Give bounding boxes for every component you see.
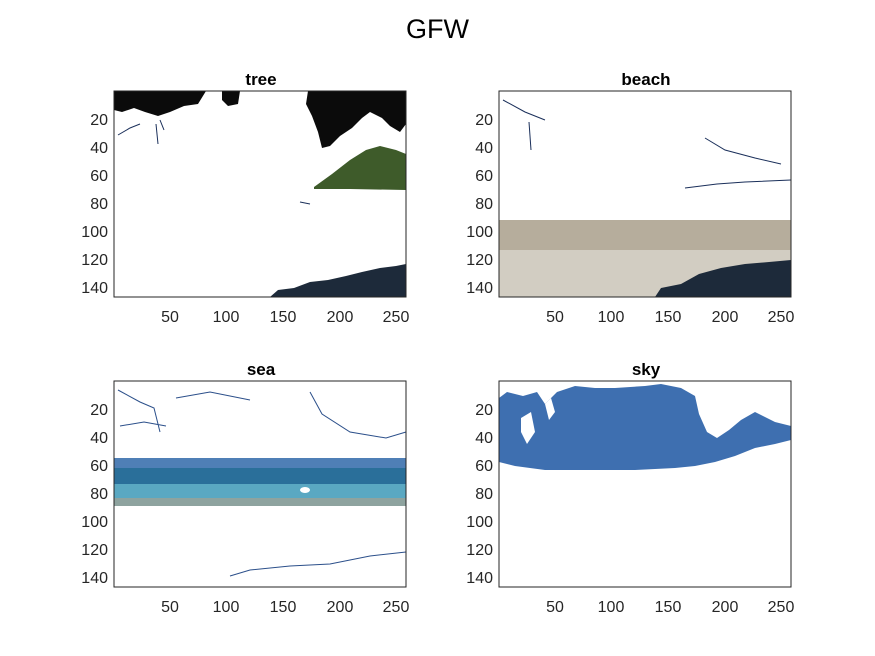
y-tick-label: 100: [466, 514, 493, 531]
x-tick-label: 50: [161, 309, 179, 326]
x-tick-label: 250: [768, 599, 795, 616]
x-tick-label: 150: [655, 309, 682, 326]
thin-edges: [117, 389, 407, 577]
sea-deep: [114, 468, 406, 488]
sky-region: [499, 384, 791, 470]
y-tick-label: 80: [475, 196, 493, 213]
foliage-mid: [222, 91, 240, 106]
panel-title: tree: [245, 70, 276, 89]
x-tick-label: 200: [327, 309, 354, 326]
y-tick-label: 100: [81, 224, 108, 241]
x-tick-label: 200: [712, 309, 739, 326]
y-tick-label: 100: [81, 514, 108, 531]
panel-sea: sea 20 40 60 80 100 120 140 50 100 150 2…: [81, 360, 409, 616]
y-tick-label: 80: [90, 196, 108, 213]
panel-title: sea: [247, 360, 276, 379]
y-tick-label: 60: [90, 458, 108, 475]
x-axis: 50 100 150 200 250: [546, 599, 794, 616]
thin-edges: [502, 99, 792, 189]
x-tick-label: 250: [383, 599, 410, 616]
x-tick-label: 200: [327, 599, 354, 616]
x-tick-label: 150: [270, 599, 297, 616]
y-tick-label: 20: [90, 402, 108, 419]
hill: [314, 146, 406, 190]
y-tick-label: 120: [466, 252, 493, 269]
y-tick-label: 120: [81, 542, 108, 559]
y-tick-label: 40: [90, 430, 108, 447]
x-axis: 50 100 150 200 250: [546, 309, 794, 326]
sea-top: [114, 458, 406, 468]
y-axis: 20 40 60 80 100 120 140: [466, 402, 493, 587]
panel-sky: sky 20 40 60 80 100 120 140 50 100 150 2…: [466, 360, 794, 616]
foliage-right: [306, 91, 406, 148]
y-tick-label: 60: [90, 168, 108, 185]
y-tick-label: 120: [81, 252, 108, 269]
image-tree: [114, 91, 406, 297]
sea-fragment: [270, 264, 406, 297]
y-tick-label: 60: [475, 168, 493, 185]
y-tick-label: 140: [81, 280, 108, 297]
panel-tree: tree 20 40 60 80 100 120 140 50 100 150 …: [81, 70, 409, 326]
image-sea: [114, 381, 407, 587]
foliage-left: [114, 91, 206, 116]
y-tick-label: 140: [466, 280, 493, 297]
x-tick-label: 200: [712, 599, 739, 616]
dark-patch: [655, 260, 791, 297]
x-axis: 50 100 150 200 250: [161, 309, 409, 326]
x-tick-label: 150: [655, 599, 682, 616]
y-tick-label: 100: [466, 224, 493, 241]
y-tick-label: 20: [475, 112, 493, 129]
y-tick-label: 80: [90, 486, 108, 503]
panel-beach: beach 20 40 60 80 100 120 140 50 100 150…: [466, 70, 794, 326]
y-tick-label: 20: [90, 112, 108, 129]
panel-title: beach: [621, 70, 670, 89]
shoreline: [114, 498, 406, 506]
y-axis: 20 40 60 80 100 120 140: [81, 112, 108, 297]
x-tick-label: 100: [213, 599, 240, 616]
y-tick-label: 60: [475, 458, 493, 475]
y-tick-label: 140: [81, 570, 108, 587]
image-beach: [499, 91, 792, 297]
x-tick-label: 100: [598, 309, 625, 326]
y-axis: 20 40 60 80 100 120 140: [466, 112, 493, 297]
x-tick-label: 100: [213, 309, 240, 326]
x-axis: 50 100 150 200 250: [161, 599, 409, 616]
y-axis: 20 40 60 80 100 120 140: [81, 402, 108, 587]
y-tick-label: 40: [475, 430, 493, 447]
cloud-gaps: [521, 398, 555, 444]
panel-title: sky: [632, 360, 661, 379]
x-tick-label: 50: [546, 309, 564, 326]
y-tick-label: 40: [475, 140, 493, 157]
y-tick-label: 140: [466, 570, 493, 587]
image-sky: [499, 381, 791, 587]
x-tick-label: 100: [598, 599, 625, 616]
x-tick-label: 50: [546, 599, 564, 616]
y-tick-label: 80: [475, 486, 493, 503]
boat: [300, 487, 310, 493]
sea-shallow: [114, 484, 406, 498]
thin-edges: [117, 119, 311, 205]
y-tick-label: 40: [90, 140, 108, 157]
y-tick-label: 20: [475, 402, 493, 419]
figure-title: GFW: [406, 14, 469, 44]
x-tick-label: 50: [161, 599, 179, 616]
x-tick-label: 250: [768, 309, 795, 326]
y-tick-label: 120: [466, 542, 493, 559]
wet-sand: [499, 220, 791, 252]
x-tick-label: 150: [270, 309, 297, 326]
x-tick-label: 250: [383, 309, 410, 326]
